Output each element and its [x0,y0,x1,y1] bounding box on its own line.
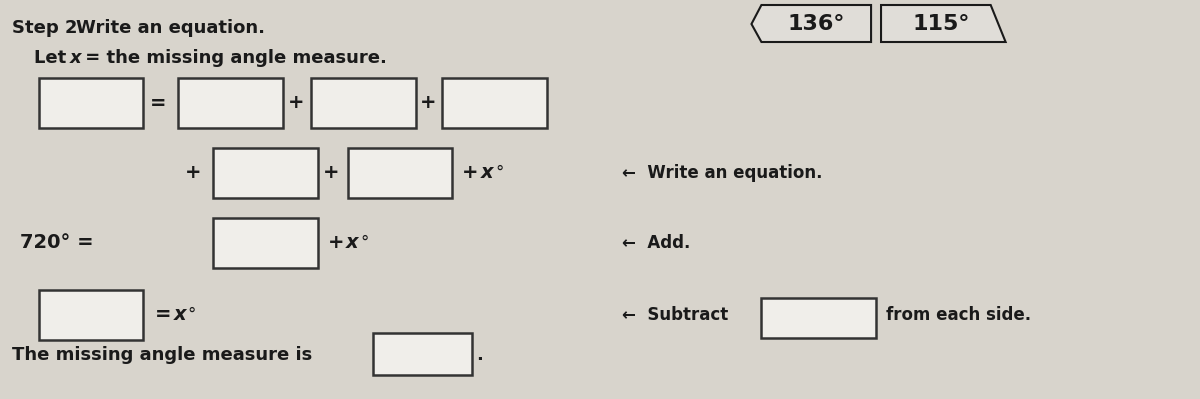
Text: °: ° [361,234,370,252]
Bar [762,298,876,338]
Text: =: = [155,306,179,324]
Bar [179,78,283,128]
Text: °: ° [496,164,504,182]
Bar [214,148,318,198]
Text: The missing angle measure is: The missing angle measure is [12,346,312,364]
Bar [38,78,144,128]
Text: 115°: 115° [912,14,970,34]
Bar [443,78,547,128]
Text: x: x [173,306,186,324]
Text: x: x [70,49,82,67]
Text: x: x [480,164,493,182]
Text: ←  Subtract: ← Subtract [622,306,728,324]
Text: +: + [323,164,340,182]
Text: ←  Write an equation.: ← Write an equation. [622,164,822,182]
Bar [348,148,452,198]
Bar [373,333,473,375]
Text: +: + [288,93,304,113]
Text: °: ° [187,306,196,324]
Text: =: = [150,93,167,113]
Text: x: x [346,233,359,253]
Polygon shape [751,5,871,42]
Text: 136°: 136° [787,14,845,34]
Text: from each side.: from each side. [886,306,1031,324]
Text: 720° =: 720° = [20,233,94,253]
Bar [214,218,318,268]
Text: +: + [328,233,352,253]
Text: Write an equation.: Write an equation. [76,19,265,37]
Polygon shape [881,5,1006,42]
Text: +: + [185,164,202,182]
Text: +: + [462,164,486,182]
Text: +: + [420,93,437,113]
Bar [311,78,415,128]
Text: .: . [476,346,484,364]
Text: Let: Let [34,49,72,67]
Bar [38,290,144,340]
Text: Step 2: Step 2 [12,19,77,37]
Text: ←  Add.: ← Add. [622,234,690,252]
Text: = the missing angle measure.: = the missing angle measure. [79,49,386,67]
